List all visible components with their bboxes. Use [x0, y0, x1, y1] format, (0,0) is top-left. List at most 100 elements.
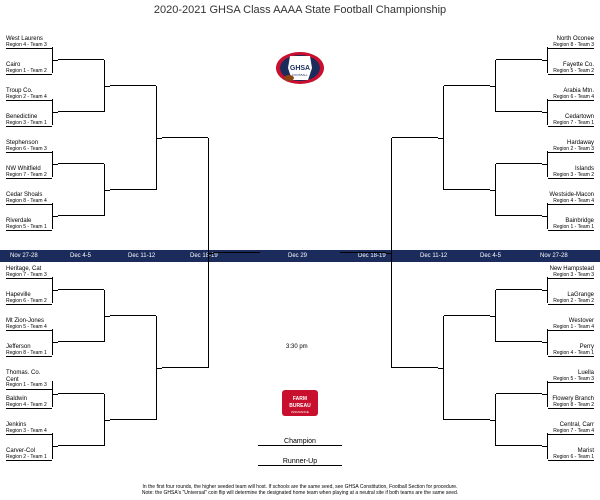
- date-label: Dec 4-5: [70, 253, 91, 259]
- team-slot: CairoRegion 1 - Team 2: [6, 62, 52, 75]
- advance-slot: [496, 436, 542, 446]
- team-slot: IslandsRegion 3 - Team 2: [548, 166, 594, 179]
- date-label: Nov 27-28: [540, 253, 568, 259]
- svg-text:BUREAU: BUREAU: [289, 403, 311, 409]
- advance-slot: [496, 206, 542, 216]
- svg-text:INSURANCE: INSURANCE: [291, 410, 309, 414]
- team-slot: New HampsteadRegion 3 - Team 3: [548, 266, 594, 279]
- advance-slot: [58, 384, 104, 394]
- team-slot: Heritage, CatRegion 7 - Team 3: [6, 266, 52, 279]
- page-title: 2020-2021 GHSA Class AAAA State Football…: [0, 0, 600, 18]
- team-region: Region 3 - Team 2: [548, 173, 594, 179]
- team-region: Region 8 - Team 2: [548, 403, 594, 409]
- advance-slot: [110, 410, 156, 420]
- team-region: Region 4 - Team 3: [6, 43, 52, 49]
- advance-slot: [58, 436, 104, 446]
- advance-slot: [110, 76, 156, 86]
- dates-bar: Nov 27-28Dec 4-5Dec 11-12Dec 18-19Dec 29…: [0, 250, 600, 262]
- team-slot: MaristRegion 6 - Team 1: [548, 448, 594, 461]
- advance-slot: [496, 280, 542, 290]
- advance-slot: [214, 243, 260, 253]
- team-region: Region 6 - Team 2: [6, 299, 52, 305]
- bracket-container: GHSA FOOTBALL FARM BUREAU INSURANCE Nov …: [0, 18, 600, 458]
- team-slot: Fayette Co.Region 5 - Team 2: [548, 62, 594, 75]
- team-region: Region 6 - Team 1: [548, 455, 594, 461]
- date-label: Dec 11-12: [420, 253, 447, 259]
- date-label: Dec 29: [288, 253, 307, 259]
- team-region: Region 8 - Team 1: [6, 351, 52, 357]
- team-region: Region 1 - Team 4: [548, 325, 594, 331]
- advance-slot: [162, 358, 208, 368]
- team-slot: West LaurensRegion 4 - Team 3: [6, 36, 52, 49]
- team-slot: Cedar ShoalsRegion 8 - Team 4: [6, 192, 52, 205]
- team-slot: Central, CarrRegion 7 - Team 4: [548, 422, 594, 435]
- team-slot: Mt Zion-JonesRegion 5 - Team 4: [6, 318, 52, 331]
- advance-slot: [444, 410, 490, 420]
- team-region: Region 6 - Team 3: [6, 147, 52, 153]
- team-region: Region 8 - Team 3: [548, 43, 594, 49]
- team-region: Region 4 - Team 1: [548, 351, 594, 357]
- date-label: Nov 27-28: [10, 253, 38, 259]
- team-slot: Carver-ColRegion 2 - Team 1: [6, 448, 52, 461]
- date-label: Dec 11-12: [128, 253, 155, 259]
- team-region: Region 7 - Team 2: [6, 173, 52, 179]
- advance-slot: [496, 102, 542, 112]
- advance-slot: [392, 358, 438, 368]
- team-region: Region 6 - Team 4: [548, 95, 594, 101]
- team-slot: BainbridgeRegion 1 - Team 1: [548, 218, 594, 231]
- advance-slot: [110, 306, 156, 316]
- advance-slot: [496, 332, 542, 342]
- team-region: Region 5 - Team 3: [548, 377, 594, 383]
- team-region: Region 5 - Team 1: [6, 225, 52, 231]
- advance-slot: [162, 128, 208, 138]
- team-region: Region 1 - Team 2: [6, 69, 52, 75]
- team-region: Region 7 - Team 4: [548, 429, 594, 435]
- team-region: Region 4 - Team 2: [6, 403, 52, 409]
- advance-slot: [58, 154, 104, 164]
- team-slot: Flowery BranchRegion 8 - Team 2: [548, 396, 594, 409]
- advance-slot: [496, 50, 542, 60]
- sponsor-logo: FARM BUREAU INSURANCE: [280, 388, 320, 418]
- team-region: Region 2 - Team 1: [6, 455, 52, 461]
- advance-slot: [58, 102, 104, 112]
- team-region: Region 1 - Team 1: [548, 225, 594, 231]
- team-region: Region 4 - Team 4: [548, 199, 594, 205]
- advance-slot: [444, 306, 490, 316]
- advance-slot: [110, 180, 156, 190]
- team-slot: BenedictineRegion 3 - Team 1: [6, 114, 52, 127]
- team-region: Region 2 - Team 3: [548, 147, 594, 153]
- team-region: Region 3 - Team 3: [548, 273, 594, 279]
- advance-slot: [444, 180, 490, 190]
- team-region: Region 1 - Team 3: [6, 383, 52, 389]
- team-region: Region 8 - Team 4: [6, 199, 52, 205]
- runnerup-line: Runner-Up: [258, 458, 342, 466]
- team-slot: North OconeeRegion 8 - Team 3: [548, 36, 594, 49]
- team-slot: NW WhitfieldRegion 7 - Team 2: [6, 166, 52, 179]
- team-slot: LuellaRegion 5 - Team 3: [548, 370, 594, 383]
- advance-slot: [496, 154, 542, 164]
- team-slot: BaldwinRegion 4 - Team 2: [6, 396, 52, 409]
- ghsa-logo: GHSA FOOTBALL: [274, 48, 326, 88]
- advance-slot: [58, 206, 104, 216]
- advance-slot: [496, 384, 542, 394]
- team-region: Region 3 - Team 1: [6, 121, 52, 127]
- advance-slot: [392, 128, 438, 138]
- team-slot: LaGrangeRegion 2 - Team 2: [548, 292, 594, 305]
- team-slot: WestoverRegion 1 - Team 4: [548, 318, 594, 331]
- advance-slot: [58, 332, 104, 342]
- team-slot: Westside-MaconRegion 4 - Team 4: [548, 192, 594, 205]
- team-slot: HardawayRegion 2 - Team 3: [548, 140, 594, 153]
- team-region: Region 5 - Team 4: [6, 325, 52, 331]
- team-slot: PerryRegion 4 - Team 1: [548, 344, 594, 357]
- team-region: Region 5 - Team 2: [548, 69, 594, 75]
- footnote: In the first four rounds, the higher see…: [0, 484, 600, 496]
- team-slot: HapevilleRegion 6 - Team 2: [6, 292, 52, 305]
- team-slot: StephensonRegion 6 - Team 3: [6, 140, 52, 153]
- team-slot: Arabia Mtn.Region 6 - Team 4: [548, 88, 594, 101]
- team-slot: CedartownRegion 7 - Team 1: [548, 114, 594, 127]
- date-label: Dec 4-5: [480, 253, 501, 259]
- advance-slot: [340, 243, 386, 253]
- team-region: Region 3 - Team 4: [6, 429, 52, 435]
- advance-slot: [58, 50, 104, 60]
- team-slot: Troup Co.Region 2 - Team 4: [6, 88, 52, 101]
